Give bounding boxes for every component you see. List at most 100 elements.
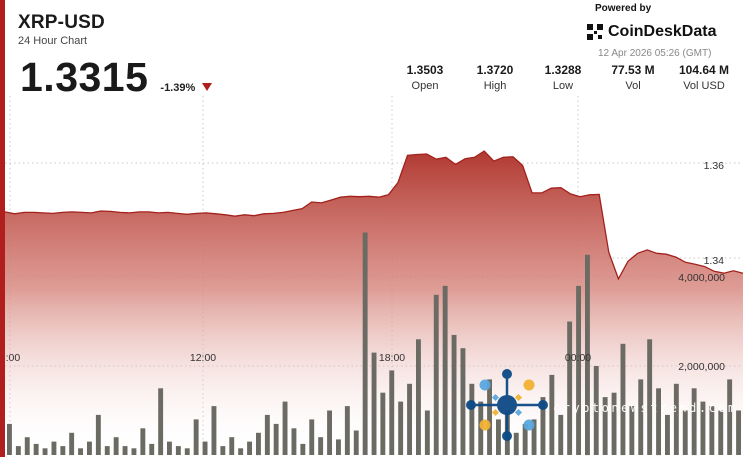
volume-bar — [682, 410, 688, 455]
powered-by-label: Powered by — [595, 3, 652, 14]
volume-bar — [691, 388, 697, 456]
volume-bar — [700, 401, 706, 455]
volume-bar — [620, 343, 626, 456]
chart-subtitle: 24 Hour Chart — [18, 35, 88, 47]
volume-bar — [433, 294, 439, 455]
volume-bar — [513, 432, 519, 456]
brand-block: Powered by CoinDeskData 12 Apr 2026 05:2… — [586, 3, 736, 59]
volume-bar — [451, 334, 457, 455]
volume-bar — [736, 410, 741, 455]
volume-bar — [220, 446, 226, 455]
volume-bar — [87, 441, 92, 455]
x-tick-label: 18:00 — [379, 352, 405, 364]
volume-bar — [211, 406, 217, 455]
volume-bar — [113, 437, 119, 455]
current-price: 1.3315 — [20, 54, 149, 100]
volume-bar — [229, 437, 235, 455]
stat-vol: 77.53 M Vol — [593, 63, 673, 92]
volume-bar — [424, 410, 430, 455]
volume-bar — [291, 428, 297, 455]
volume-bar — [389, 370, 395, 455]
stat-label: Vol — [625, 80, 641, 92]
volume-tick-label: 4,000,000 — [678, 272, 725, 284]
stat-vol-usd: 104.64 M Vol USD — [664, 63, 744, 92]
volume-bar — [300, 443, 306, 455]
volume-bar — [327, 410, 332, 455]
volume-bar — [202, 441, 208, 455]
volume-bar — [380, 392, 386, 455]
x-tick-label: 12:00 — [190, 352, 216, 364]
volume-bar — [175, 446, 181, 455]
stat-open: 1.3503 Open — [385, 63, 465, 92]
volume-bar — [256, 432, 261, 456]
volume-bar — [673, 383, 679, 455]
brand-logo: CoinDeskData — [586, 23, 736, 41]
volume-bar — [95, 414, 101, 455]
volume-bar — [42, 448, 48, 455]
stats-row: 1.3503 Open 1.3720 High 1.3288 Low 77.53… — [0, 63, 745, 103]
volume-bar — [247, 441, 252, 455]
coindesk-logo-icon — [587, 24, 603, 40]
volume-bar — [576, 285, 581, 455]
volume-bar — [549, 374, 555, 455]
volume-bar — [158, 388, 164, 456]
crypto-watermark-icon — [466, 369, 548, 441]
volume-bar — [371, 352, 377, 455]
stat-value: 1.3720 — [476, 63, 514, 77]
volume-bar — [416, 339, 421, 455]
volume-bar — [665, 414, 670, 455]
symbol-title: XRP-USD — [18, 12, 105, 33]
volume-bar — [344, 406, 350, 455]
volume-bar — [442, 285, 448, 455]
timestamp: 12 Apr 2026 05:26 (GMT) — [598, 48, 712, 59]
stat-low: 1.3288 Low — [523, 63, 603, 92]
volume-bar — [238, 448, 244, 455]
volume-bar — [33, 443, 39, 455]
volume-bar — [460, 348, 466, 455]
accent-left-bar-overlay — [0, 0, 5, 457]
volume-bar — [407, 383, 412, 455]
volume-bar — [398, 401, 404, 455]
volume-bar — [60, 446, 66, 455]
volume-bar — [149, 443, 155, 455]
volume-bar — [611, 392, 617, 455]
volume-bar — [69, 432, 75, 456]
volume-bar — [487, 379, 492, 455]
volume-bar — [140, 428, 146, 455]
brand-name: CoinDeskData — [608, 23, 717, 40]
volume-bar — [264, 414, 270, 455]
volume-bar — [184, 448, 190, 455]
price-line — [4, 150, 744, 281]
stat-value: 77.53 M — [611, 63, 655, 77]
volume-bar — [638, 379, 644, 455]
volume-bar — [558, 414, 564, 455]
price-change: -1.39% — [160, 82, 196, 94]
volume-bar — [51, 441, 57, 455]
down-arrow-icon — [202, 83, 213, 91]
volume-bar — [309, 419, 315, 455]
x-tick-label: 6:00 — [0, 352, 20, 364]
volume-bar — [567, 321, 573, 455]
volume-bar — [15, 446, 21, 455]
volume-bar — [656, 388, 661, 456]
stat-value: 1.3288 — [544, 63, 582, 77]
volume-bar — [353, 430, 359, 455]
volume-bar — [602, 397, 608, 455]
volume-bar — [193, 419, 199, 455]
volume-tick-label: 2,000,000 — [678, 361, 725, 373]
volume-bar — [273, 423, 279, 455]
volume-bar — [131, 448, 137, 455]
stat-label: Open — [411, 80, 439, 92]
volume-bar — [282, 401, 288, 455]
volume-bar — [104, 446, 110, 455]
price-row: 1.3315 -1.39% — [20, 54, 213, 101]
volume-bar — [336, 439, 341, 455]
volume-bar — [585, 254, 590, 456]
chart-header: XRP-USD 24 Hour Chart — [18, 12, 105, 47]
volume-bar — [469, 383, 475, 455]
stat-label: Low — [552, 80, 574, 92]
volume-bar — [522, 423, 528, 455]
volume-bar — [629, 406, 635, 455]
volume-bar — [24, 437, 30, 455]
